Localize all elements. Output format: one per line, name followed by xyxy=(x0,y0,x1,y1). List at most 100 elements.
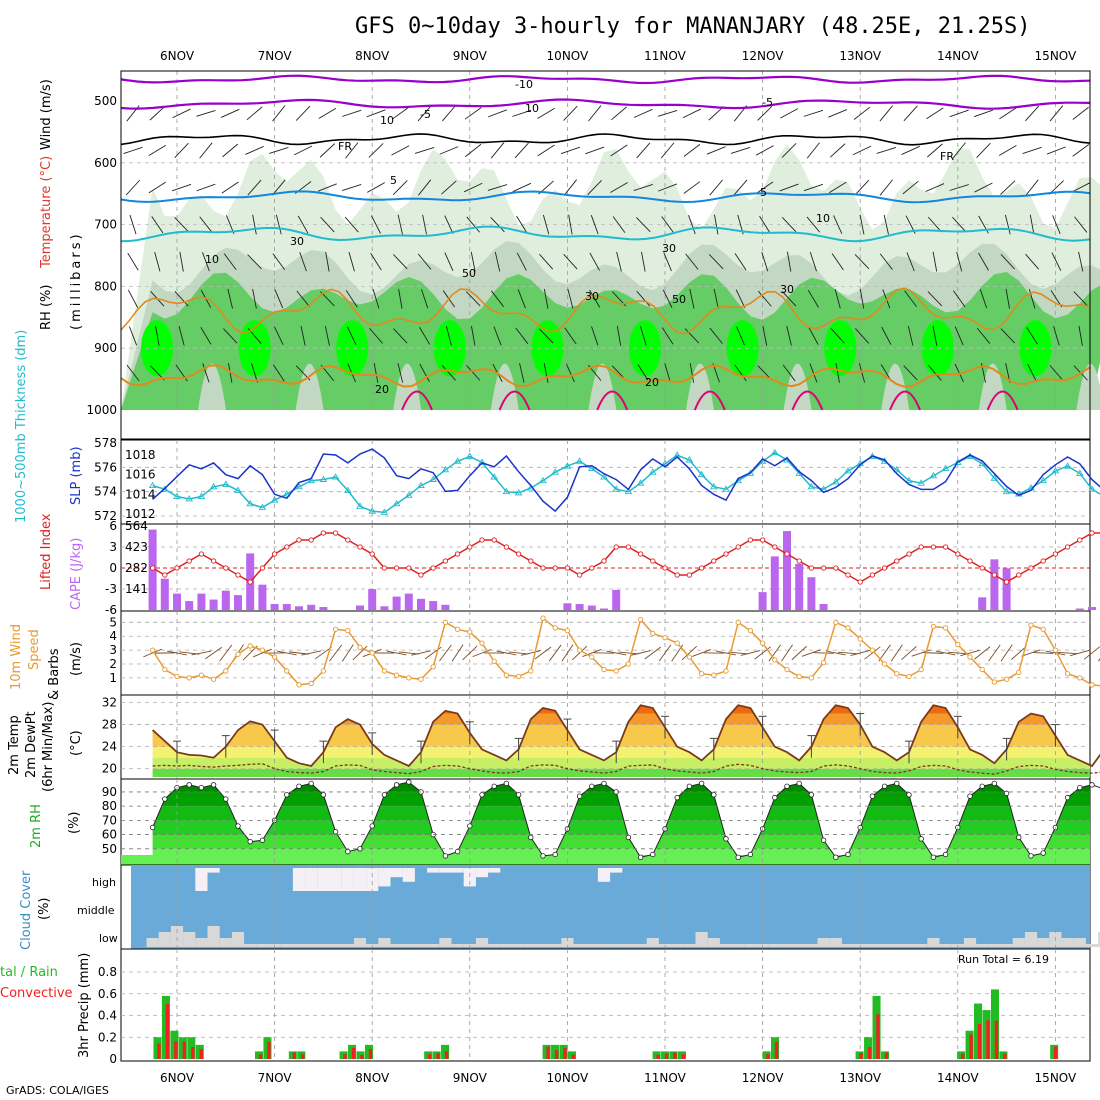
y-tick-label: 5 xyxy=(109,615,117,629)
lifted-index-line-point xyxy=(1040,558,1046,564)
lifted-index-line-point xyxy=(1016,572,1022,578)
cloud-high-bar xyxy=(463,868,476,887)
upper-wind-barb xyxy=(685,253,699,270)
cloud-low-bar xyxy=(597,944,611,947)
upper-wind-barb xyxy=(803,183,824,192)
upper-wind-barb xyxy=(662,289,673,308)
rh-point xyxy=(869,793,876,799)
wind10-speed-line-point xyxy=(857,636,863,642)
wind10-speed-line-point xyxy=(869,647,876,653)
cape-ylabel-li: Lifted Index xyxy=(39,513,54,590)
upper-wind-barb xyxy=(756,181,774,194)
rh-point xyxy=(784,783,790,789)
day-label-top: 15NOV xyxy=(1035,49,1077,63)
cape-bar xyxy=(209,599,218,610)
isotherm-label-20b: 20 xyxy=(645,376,659,389)
upper-wind-barb xyxy=(927,143,943,158)
y-tick-label: 4 xyxy=(109,629,117,643)
wind10-barb xyxy=(314,646,332,660)
wind10-speed-line-point xyxy=(162,666,168,673)
thickness-line-point xyxy=(356,502,364,509)
cloud-low-bar xyxy=(939,944,952,947)
thickness-line-point xyxy=(551,468,559,475)
y-tick-label: 576 xyxy=(94,460,117,474)
upper-wind-barb xyxy=(590,215,599,235)
rh-label-50b: 50 xyxy=(672,293,686,306)
cloud-low-bar xyxy=(231,932,245,947)
rh-blob-bright xyxy=(726,320,759,377)
upper-wind-barb xyxy=(902,180,919,195)
upper-wind-barb xyxy=(782,364,796,382)
upper-wind-barb xyxy=(828,181,847,194)
thickness-line-point xyxy=(270,496,279,503)
upper-wind-barb xyxy=(859,214,865,235)
y-tick-label: 50 xyxy=(102,842,117,856)
upper-wind-barb xyxy=(392,180,408,195)
upper-wind-barb xyxy=(636,142,651,159)
lifted-index-line-point xyxy=(454,551,461,557)
upper-wind-barb xyxy=(927,216,942,233)
wind10-barb xyxy=(692,649,712,657)
upper-wind-barb xyxy=(126,364,140,382)
upper-wind-barb xyxy=(661,216,674,233)
thickness-line-point xyxy=(429,475,437,482)
y-tick-label: 0 xyxy=(109,1052,117,1066)
precip-conv-bar xyxy=(969,1034,973,1059)
upper-wind-barb xyxy=(466,216,480,233)
wind10-speed-line-point xyxy=(515,673,522,680)
cape-bar xyxy=(795,563,804,610)
cloud-high-bar xyxy=(439,868,452,873)
wind-ylabel-a: 10m Wind xyxy=(9,624,24,690)
cloud-low-bar xyxy=(292,944,306,947)
cloud-low-bar xyxy=(732,944,745,947)
upper-wind-barb xyxy=(149,106,165,121)
cloud-low-bar xyxy=(1012,938,1025,947)
upper-wind-barb xyxy=(373,363,379,383)
upper-wind-barb xyxy=(127,252,139,271)
upper-wind-barb xyxy=(683,143,701,157)
precip-conv-bar xyxy=(994,1020,999,1059)
lifted-index-line-point xyxy=(528,558,534,564)
cloud-high-bar xyxy=(305,868,318,891)
lifted-index-line-point xyxy=(467,544,473,550)
upper-wind-barb xyxy=(636,217,651,233)
rh-point xyxy=(723,836,729,842)
upper-wind-barb xyxy=(563,253,578,270)
thickness-line-point xyxy=(771,448,779,456)
wind10-speed-line-point xyxy=(284,668,290,674)
rh-ylabel-unit: (%) xyxy=(67,812,82,835)
upper-wind-barb xyxy=(196,109,216,117)
upper-wind-barb xyxy=(494,251,501,272)
upper-wind-barb xyxy=(296,290,310,307)
rh-point xyxy=(223,796,229,802)
y-tick-label: 70 xyxy=(102,813,117,827)
cloud-low-bar xyxy=(646,938,659,947)
upper-wind-barb xyxy=(251,363,258,383)
wind10-speed-line-point xyxy=(650,630,656,637)
y-tick-label: 900 xyxy=(94,341,117,355)
lifted-index-line-point xyxy=(833,565,839,571)
upper-wind-barb xyxy=(616,325,622,346)
cloud-low-bar xyxy=(207,926,220,947)
cloud-low-bar xyxy=(378,938,391,947)
wind10-barb xyxy=(935,650,956,656)
day-label-bottom: 7NOV xyxy=(258,1071,293,1085)
rh-point xyxy=(210,782,217,788)
upper-wind-barb xyxy=(325,251,330,272)
upper-wind-barb xyxy=(245,145,264,155)
thickness-line-point xyxy=(331,473,340,480)
wind10-speed-line-point xyxy=(1040,626,1046,632)
isotherm-label-m5: -5 xyxy=(420,108,431,121)
upper-wind-barb xyxy=(300,325,306,346)
rh-point xyxy=(686,783,693,789)
y-tick-label: 0 xyxy=(109,561,117,575)
upper-wind-barb xyxy=(587,180,602,196)
rh-dry-spike xyxy=(1076,363,1100,410)
lifted-index-line-point xyxy=(808,565,815,571)
lifted-index-line-point xyxy=(479,537,485,543)
upper-wind-barb xyxy=(174,142,189,159)
upper-wind-barb xyxy=(786,251,792,272)
cloud-high-bar xyxy=(329,868,342,891)
lifted-index-line-point xyxy=(747,537,754,543)
